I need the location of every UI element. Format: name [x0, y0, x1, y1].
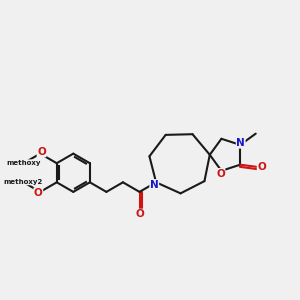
Text: O: O	[37, 147, 46, 157]
Text: O: O	[216, 169, 225, 178]
Text: methoxy2: methoxy2	[4, 179, 43, 185]
Text: N: N	[150, 180, 159, 190]
Text: methoxy: methoxy	[6, 160, 40, 166]
Text: O: O	[257, 162, 266, 172]
Text: O: O	[34, 188, 43, 198]
Text: N: N	[236, 138, 245, 148]
Text: O: O	[136, 209, 144, 219]
